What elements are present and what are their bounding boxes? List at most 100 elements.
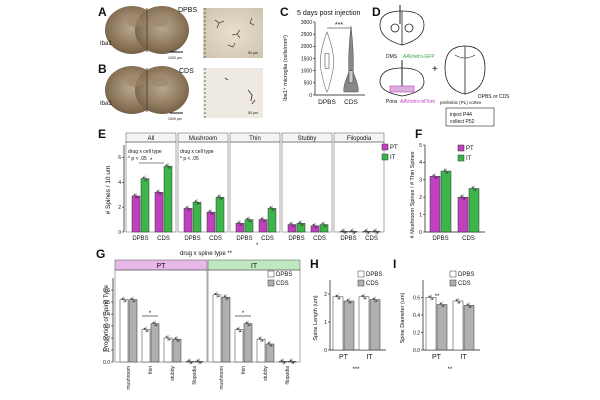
panel-g-bar-dpbs-point xyxy=(143,327,146,330)
panel-i-ylabel: Spine Diameter (um) xyxy=(400,292,406,343)
panel-g-bar-cds-point xyxy=(289,359,292,362)
panel-d-letter: D xyxy=(372,5,381,19)
panel-b-zoom-image xyxy=(203,68,263,118)
panel-c-box-cds xyxy=(348,70,354,84)
panel-e-x-label: CDS xyxy=(157,236,170,242)
panel-e-facet-label: Thin xyxy=(249,136,261,142)
panel-g-bar-cds-point xyxy=(155,324,158,326)
panel-g-bar-cds-point xyxy=(130,297,133,300)
panel-g-bar-dpbs-point xyxy=(168,338,171,341)
panel-g-legend-cds-swatch xyxy=(267,279,275,287)
panel-f-bar-pt-point xyxy=(435,176,438,179)
panel-g-legend-cds-label: CDS xyxy=(276,281,289,287)
panel-e-x-label: CDS xyxy=(313,236,326,242)
panel-c-y-tick-label: 1500 xyxy=(301,56,312,62)
panel-g-y-tick-label: 0.6 xyxy=(103,288,110,294)
panel-h-x-label: IT xyxy=(366,354,373,361)
panel-e-bar-it-point xyxy=(324,225,327,227)
panel-e-bar-it-point xyxy=(353,231,356,234)
panel-h-y-tick-label: 0 xyxy=(324,348,327,354)
panel-a-zoom-scale: 50 µm xyxy=(248,51,258,55)
panel-h-bar-cds xyxy=(343,300,355,351)
panel-e-x-label: DPBS xyxy=(132,236,148,242)
panel-g-y-tick-label: 0.4 xyxy=(103,312,110,318)
panel-h-bar-dpbs-point xyxy=(338,297,341,300)
panel-h-legend-cds-swatch xyxy=(357,279,365,287)
panel-e-y-tick-label: 2 xyxy=(118,205,121,211)
panel-f-y-tick-label: 2 xyxy=(419,195,422,201)
panel-i-bar-cds-point xyxy=(442,305,445,307)
panel-g-bar-dpbs-point xyxy=(146,330,149,332)
panel-f-bar-it-point xyxy=(443,169,446,172)
panel-e-facet-label: Stubby xyxy=(298,136,317,142)
panel-g-bar-cds-point xyxy=(292,362,295,364)
panel-g-bar-dpbs-point xyxy=(121,297,124,300)
panel-i-bar-cds-point xyxy=(466,303,469,306)
panel-h-bar-cds-point xyxy=(372,297,375,300)
panel-g-bar-dpbs-point xyxy=(165,336,168,338)
panel-h-letter: H xyxy=(310,257,319,271)
panel-g-bar-dpbs-point xyxy=(217,295,220,298)
panel-c-y-tick-label: 500 xyxy=(304,81,313,87)
panel-f-y-tick-label: 0 xyxy=(419,230,422,236)
panel-f-bar-it-point xyxy=(446,171,449,174)
panel-e-interaction-mushroom: drug x cell type xyxy=(180,149,214,155)
panel-i-inner-sig: ** xyxy=(435,294,440,300)
panel-h-bar-cds-point xyxy=(375,300,378,302)
panel-e-bar-pt-point xyxy=(344,231,347,234)
panel-g-bar-cds xyxy=(172,338,182,363)
panel-g-facet-frame xyxy=(114,269,208,363)
panel-f-legend-pt-swatch xyxy=(457,144,465,152)
panel-e-bar-it xyxy=(215,196,225,233)
panel-h-bar-cds xyxy=(369,299,381,351)
panel-i-bar-cds xyxy=(463,305,475,351)
panel-a-scale-text: 1000 µm xyxy=(168,56,182,60)
panel-d-pons: Pons xyxy=(386,99,398,105)
panel-g-bar-cds-point xyxy=(267,342,270,344)
panel-g-bar-cds-point xyxy=(133,300,136,302)
panel-d-aav-tdtom: AAVretro-tdTom xyxy=(400,99,435,105)
panel-d-timeline-box xyxy=(445,107,495,127)
panel-e-y-tick-label: 4 xyxy=(118,180,121,186)
panel-i-legend-dpbs-label: DPBS xyxy=(458,272,474,278)
panel-e-bar-it-point xyxy=(145,179,148,181)
panel-e-bar-pt xyxy=(183,208,193,233)
panel-e-bar-pt-point xyxy=(159,192,162,195)
panel-c-sig: *** xyxy=(335,22,343,29)
panel-g-bar-cds-point xyxy=(199,362,202,364)
panel-c-y-tick-label: 0 xyxy=(309,93,312,99)
panel-c-ylabel: Iba1⁺ microglia (cells/mm²) xyxy=(282,35,289,101)
panel-e-facet-frame xyxy=(177,141,229,233)
panel-i-bar-cds-point xyxy=(439,302,442,305)
panel-e-x-label: CDS xyxy=(261,236,274,242)
panel-g-bar-cds-point xyxy=(174,337,177,340)
panel-g-bar-cds xyxy=(221,296,231,363)
panel-g-x-label: mushroom xyxy=(219,366,225,390)
panel-h-bar-dpbs-point xyxy=(335,294,338,297)
panel-e-bar-pt-point xyxy=(312,223,315,226)
panel-f-y-tick-label: 3 xyxy=(419,178,422,184)
panel-e-sig-star: * xyxy=(150,158,153,164)
panel-i-bar-cds xyxy=(436,304,448,351)
panel-e-bar-it-point xyxy=(301,223,304,226)
panel-e-facet-label: All xyxy=(148,136,155,142)
panel-i-bar-dpbs-point xyxy=(431,298,434,300)
panel-c-y-tick-label: 2000 xyxy=(301,44,312,50)
panel-i-bar-dpbs xyxy=(452,300,464,351)
panel-e-bar-pt-point xyxy=(341,229,344,232)
panel-g-y-tick-label: 0.2 xyxy=(103,336,110,342)
panel-h-legend-cds-label: CDS xyxy=(366,281,379,287)
panel-g-ylabel: Proportion of Spine Type xyxy=(104,284,110,351)
panel-e-bar-pt-point xyxy=(237,221,240,224)
panel-h-x-label: PT xyxy=(339,354,349,361)
panel-e-facet-frame xyxy=(229,141,281,233)
panel-e-x-label: DPBS xyxy=(288,236,304,242)
panel-e-bar-it-point xyxy=(272,208,275,211)
panel-f-bar-chart: 0 1 2 3 4 5 DPBS CDS PT IT xyxy=(419,143,485,242)
panel-i-bar-chart: 0.0 0.2 0.4 0.6 PT IT ** ** DPBS CDS xyxy=(413,270,480,373)
panel-e-bar-it-point xyxy=(376,231,379,234)
panel-b-zoom-scale: 50 µm xyxy=(248,111,258,115)
panel-f-letter: F xyxy=(415,127,422,141)
panel-g-facet-frame xyxy=(207,269,301,363)
panel-d-dms: DMS xyxy=(386,54,398,60)
